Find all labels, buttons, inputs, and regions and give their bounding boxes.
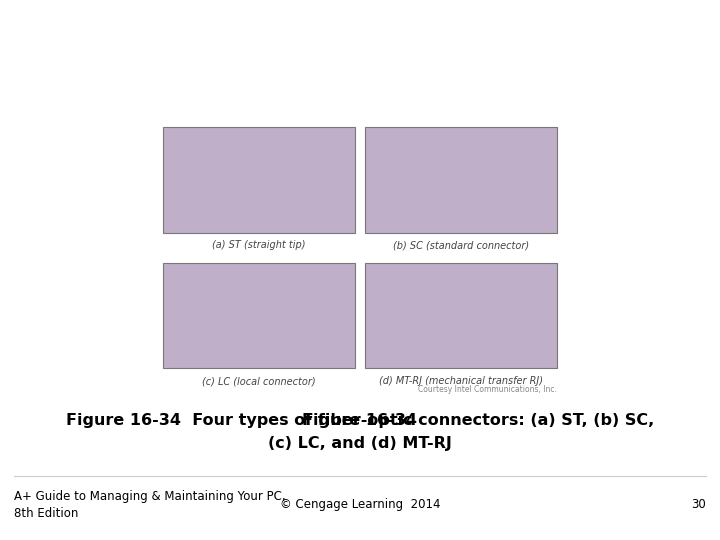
Text: (c) LC (local connector): (c) LC (local connector) (202, 376, 316, 386)
Text: Courtesy Intel Communications, Inc.: Courtesy Intel Communications, Inc. (418, 384, 557, 394)
Text: Figure 16-34: Figure 16-34 (302, 413, 418, 428)
Text: (b) SC (standard connector): (b) SC (standard connector) (393, 240, 529, 251)
Bar (163, 262, 355, 368)
Text: (a) ST (straight tip): (a) ST (straight tip) (212, 240, 306, 251)
Text: 8th Edition: 8th Edition (14, 507, 78, 520)
Text: A+ Guide to Managing & Maintaining Your PC,: A+ Guide to Managing & Maintaining Your … (14, 490, 286, 503)
Bar (365, 262, 557, 368)
Text: Figure 16-34  Four types of fiber-optic connectors: (a) ST, (b) SC,: Figure 16-34 Four types of fiber-optic c… (66, 413, 654, 428)
Bar (163, 127, 355, 233)
Text: (c) LC, and (d) MT-RJ: (c) LC, and (d) MT-RJ (268, 436, 452, 451)
Text: © Cengage Learning  2014: © Cengage Learning 2014 (280, 498, 440, 511)
Text: 30: 30 (691, 498, 706, 511)
Text: (d) MT-RJ (mechanical transfer RJ): (d) MT-RJ (mechanical transfer RJ) (379, 376, 543, 386)
Bar (365, 127, 557, 233)
